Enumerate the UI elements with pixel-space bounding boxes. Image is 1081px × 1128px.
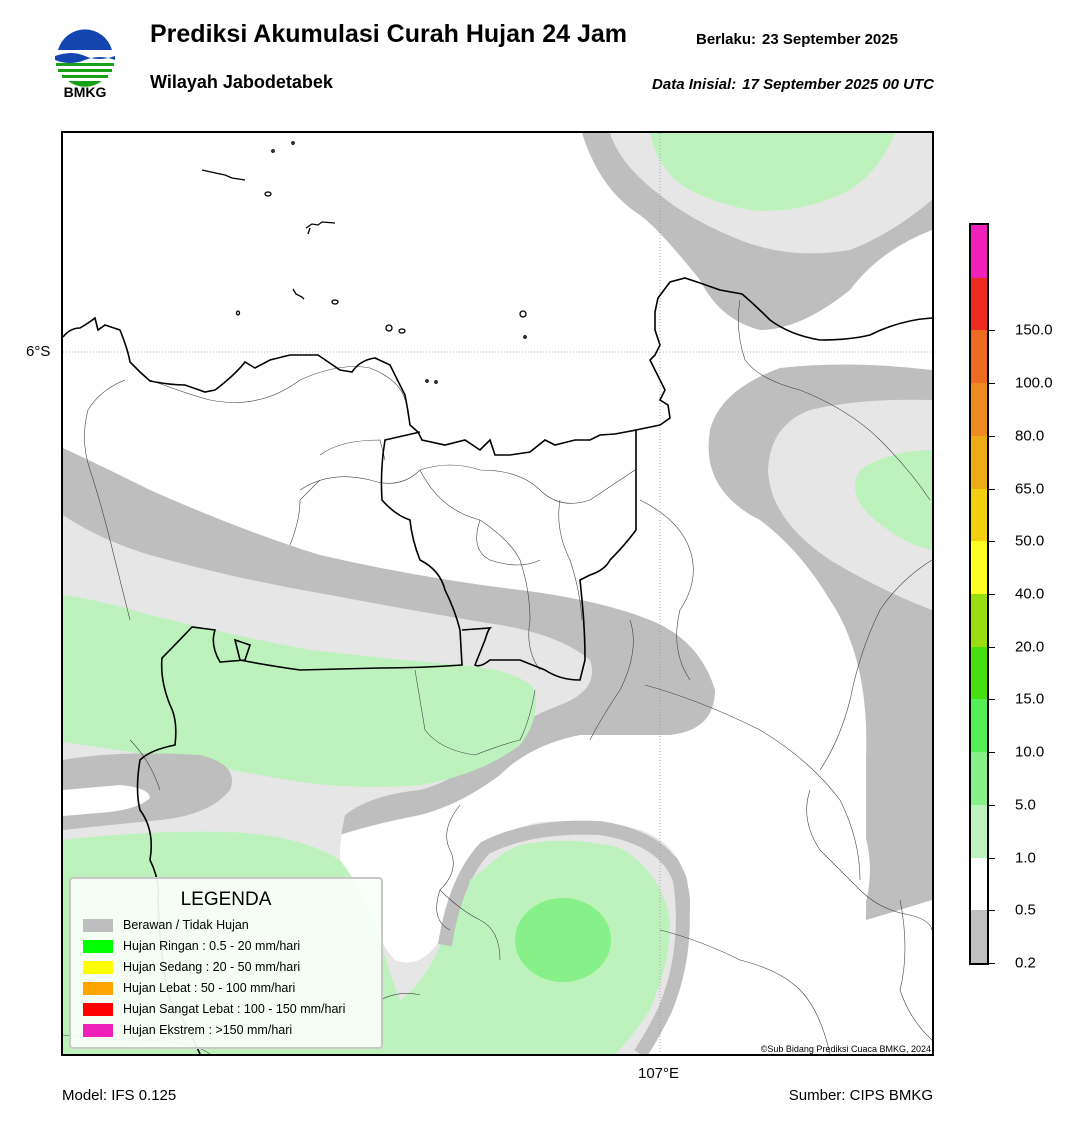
colorbar-segment: [971, 857, 987, 911]
colorbar-segment: [971, 435, 987, 489]
colorbar-tick-label: 0.5: [1015, 901, 1036, 919]
legend-swatch: [83, 939, 113, 953]
legend-item: Hujan Sangat Lebat : 100 - 150 mm/hari: [83, 1000, 345, 1018]
admin-borders: [63, 299, 932, 1054]
colorbar-segment: [971, 382, 987, 436]
colorbar-tick: [989, 699, 995, 701]
latitude-label: 6°S: [26, 343, 51, 360]
colorbar-segment: [971, 909, 987, 963]
init-label: Data Inisial:: [652, 76, 737, 93]
colorbar-tick-label: 5.0: [1015, 796, 1036, 814]
colorbar-segment: [971, 804, 987, 858]
colorbar-segment: [971, 751, 987, 805]
province-borders: [136, 430, 637, 1054]
colorbar-segment: [971, 698, 987, 753]
colorbar-tick: [989, 488, 995, 490]
grid-lines: [63, 133, 932, 1054]
white-center: [368, 740, 870, 1054]
bmkg-logo-icon: [54, 29, 116, 93]
colorbar-tick-label: 40.0: [1015, 585, 1045, 603]
init-date: Data Inisial: 17 September 2025 00 UTC: [652, 76, 934, 93]
legend-item-label: Hujan Sangat Lebat : 100 - 150 mm/hari: [123, 1002, 346, 1016]
cloudy-ring-south: [438, 820, 690, 1054]
legend-swatch: [83, 960, 113, 974]
islands: [201, 141, 527, 384]
colorbar-tick: [989, 857, 995, 859]
legend-item: Hujan Ekstrem : >150 mm/hari: [83, 1021, 292, 1039]
colorbar-tick: [989, 752, 995, 754]
legend-swatch: [83, 918, 113, 932]
legend-item: Hujan Ringan : 0.5 - 20 mm/hari: [83, 937, 300, 955]
init-date-value: 17 September 2025 00 UTC: [742, 76, 934, 93]
colorbar-tick: [989, 541, 995, 543]
colorbar-tick-label: 0.2: [1015, 954, 1036, 972]
legend-item: Hujan Lebat : 50 - 100 mm/hari: [83, 979, 295, 997]
colorbar-segment: [971, 593, 987, 647]
colorbar-tick: [989, 435, 995, 437]
colorbar-segment: [971, 329, 987, 384]
legend-item-label: Hujan Sedang : 20 - 50 mm/hari: [123, 960, 301, 974]
valid-label: Berlaku:: [696, 31, 757, 48]
legend-item-label: Hujan Ringan : 0.5 - 20 mm/hari: [123, 939, 301, 953]
region-subtitle: Wilayah Jabodetabek: [150, 72, 333, 92]
province-border-east: [461, 430, 637, 681]
legend-title: LEGENDA: [180, 889, 272, 910]
legend-swatch: [83, 1002, 113, 1016]
colorbar-tick: [989, 383, 995, 385]
valid-date: Berlaku: 23 September 2025: [696, 31, 898, 48]
colorbar-tick-label: 50.0: [1015, 532, 1045, 550]
colorbar-tick-label: 65.0: [1015, 480, 1045, 498]
legend-item-label: Hujan Ekstrem : >150 mm/hari: [123, 1023, 293, 1037]
colorbar-segment: [971, 277, 987, 331]
colorbar-segment: [971, 225, 987, 278]
green-area-east: [855, 450, 932, 550]
light-area-east: [768, 399, 932, 610]
colorbar-tick-label: 10.0: [1015, 743, 1045, 761]
legend-item: Hujan Sedang : 20 - 50 mm/hari: [83, 958, 300, 976]
coastline: [63, 277, 932, 456]
legend-item-label: Hujan Lebat : 50 - 100 mm/hari: [123, 981, 296, 995]
white-gap-west: [63, 785, 150, 816]
colorbar-tick: [989, 963, 995, 964]
colorbar-segment: [971, 488, 987, 542]
province-border-west: [136, 431, 463, 1054]
source-info: Sumber: CIPS BMKG: [788, 1087, 933, 1104]
legend-swatch: [83, 981, 113, 995]
colorbar-segment: [971, 646, 987, 700]
colorbar-tick-label: 20.0: [1015, 638, 1045, 656]
longitude-label: 107°E: [638, 1065, 680, 1082]
java-north-coast: [63, 277, 932, 456]
colorbar-tick: [989, 804, 995, 806]
legend-swatch: [83, 1023, 113, 1037]
colorbar-tick: [989, 910, 995, 912]
legend-box: LEGENDA Berawan / Tidak Hujan Hujan Ring…: [69, 877, 383, 1049]
model-info: Model: IFS 0.125: [62, 1087, 177, 1104]
green-area-west: [63, 595, 536, 787]
legend-item-label: Berawan / Tidak Hujan: [123, 918, 249, 932]
colorbar-tick-label: 150.0: [1015, 321, 1053, 339]
logo-text: BMKG: [63, 84, 107, 100]
valid-date-value: 23 September 2025: [762, 31, 898, 48]
colorbar-tick-label: 1.0: [1015, 849, 1036, 867]
colorbar-tick-label: 15.0: [1015, 690, 1045, 708]
green-area-north: [650, 133, 895, 211]
colorbar: [969, 223, 989, 965]
page-title: Prediksi Akumulasi Curah Hujan 24 Jam: [150, 20, 628, 48]
colorbar-tick: [989, 330, 995, 332]
colorbar-tick-label: 100.0: [1015, 374, 1053, 392]
legend-item: Berawan / Tidak Hujan: [83, 916, 249, 934]
moderate-green-patch: [515, 898, 611, 982]
map-credit: ©Sub Bidang Prediksi Cuaca BMKG, 2024: [760, 1044, 931, 1054]
colorbar-tick: [989, 594, 995, 595]
colorbar-tick-label: 80.0: [1015, 427, 1045, 445]
colorbar-segment: [971, 540, 987, 594]
colorbar-tick: [989, 646, 995, 648]
